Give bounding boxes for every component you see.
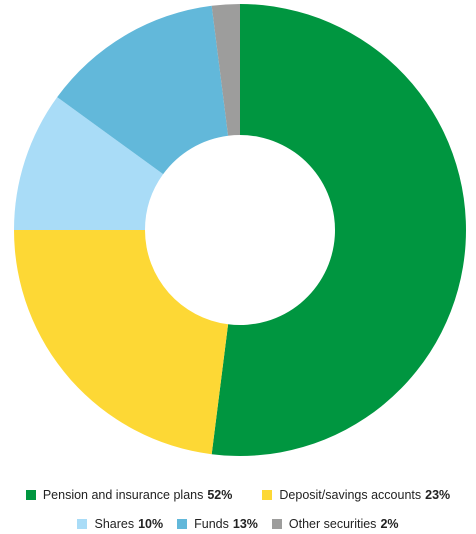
legend-item-shares: Shares 10% <box>77 517 163 531</box>
legend-item-funds: Funds 13% <box>177 517 258 531</box>
legend-label-funds: Funds <box>194 517 229 531</box>
legend-swatch-deposit <box>262 490 273 500</box>
legend-label-shares: Shares <box>94 517 135 531</box>
slice-funds <box>57 5 229 175</box>
slice-other <box>211 4 240 136</box>
legend-label-deposit: Deposit/savings accounts <box>279 488 422 502</box>
legend-value-pension: 52% <box>207 488 233 502</box>
legend-value-shares: 10% <box>138 517 164 531</box>
legend-label-other: Other securities <box>288 517 377 531</box>
legend-value-funds: 13% <box>232 517 258 531</box>
legend-value-deposit: 23% <box>425 488 451 502</box>
legend-item-deposit: Deposit/savings accounts 23% <box>262 488 450 502</box>
slice-deposit <box>14 230 229 455</box>
legend-label-pension: Pension and insurance plans <box>42 488 204 502</box>
legend-row-1: Pension and insurance plans 52% Deposit/… <box>0 488 476 502</box>
legend-item-other: Other securities 2% <box>271 517 399 531</box>
slice-shares <box>14 97 164 231</box>
legend-value-other: 2% <box>380 517 399 531</box>
legend-item-pension: Pension and insurance plans 52% <box>25 488 233 502</box>
legend-row-2: Shares 10% Funds 13% Other securities 2% <box>0 517 476 531</box>
slice-pension <box>211 4 466 456</box>
legend-swatch-shares <box>77 519 88 529</box>
legend-swatch-pension <box>25 490 36 500</box>
donut-chart <box>14 4 466 456</box>
legend-swatch-other <box>271 519 282 529</box>
legend-swatch-funds <box>177 519 188 529</box>
